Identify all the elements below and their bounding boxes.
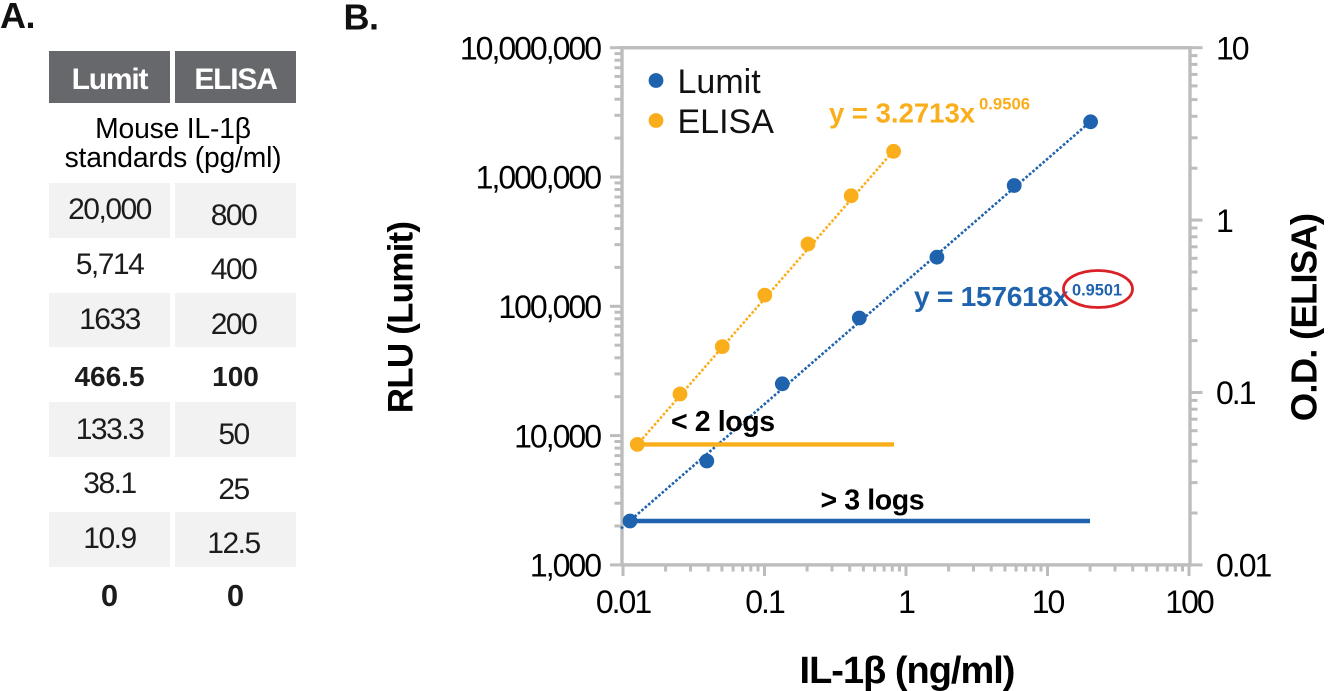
svg-text:y = 157618x: y = 157618x <box>914 280 1069 312</box>
svg-text:O.D. (ELISA): O.D. (ELISA) <box>1284 214 1325 421</box>
svg-text:10,000: 10,000 <box>514 418 601 454</box>
svg-text:0.9506: 0.9506 <box>979 94 1030 113</box>
svg-text:10: 10 <box>1216 30 1249 66</box>
svg-text:1,000: 1,000 <box>530 548 601 584</box>
svg-text:ELISA: ELISA <box>678 103 775 141</box>
svg-text:0.1: 0.1 <box>745 584 785 620</box>
svg-text:1: 1 <box>898 584 915 620</box>
svg-text:IL-1β (ng/ml): IL-1β (ng/ml) <box>800 650 1015 691</box>
svg-text:100,000: 100,000 <box>498 289 601 325</box>
svg-text:y = 3.2713x: y = 3.2713x <box>829 98 976 129</box>
svg-text:> 3 logs: > 3 logs <box>821 485 925 517</box>
svg-text:100: 100 <box>1165 584 1214 620</box>
svg-text:B.: B. <box>344 0 379 38</box>
svg-text:0.1: 0.1 <box>1216 375 1256 411</box>
svg-text:1,000,000: 1,000,000 <box>476 160 602 196</box>
svg-text:0.01: 0.01 <box>1216 548 1271 584</box>
svg-text:0.9501: 0.9501 <box>1072 282 1122 300</box>
svg-text:0.01: 0.01 <box>596 584 651 620</box>
svg-text:Lumit: Lumit <box>678 63 762 101</box>
svg-text:< 2 logs: < 2 logs <box>671 406 775 438</box>
svg-text:RLU (Lumit): RLU (Lumit) <box>382 222 421 413</box>
svg-text:10,000,000: 10,000,000 <box>460 30 601 66</box>
svg-text:10: 10 <box>1032 584 1065 620</box>
svg-text:1: 1 <box>1216 203 1233 239</box>
